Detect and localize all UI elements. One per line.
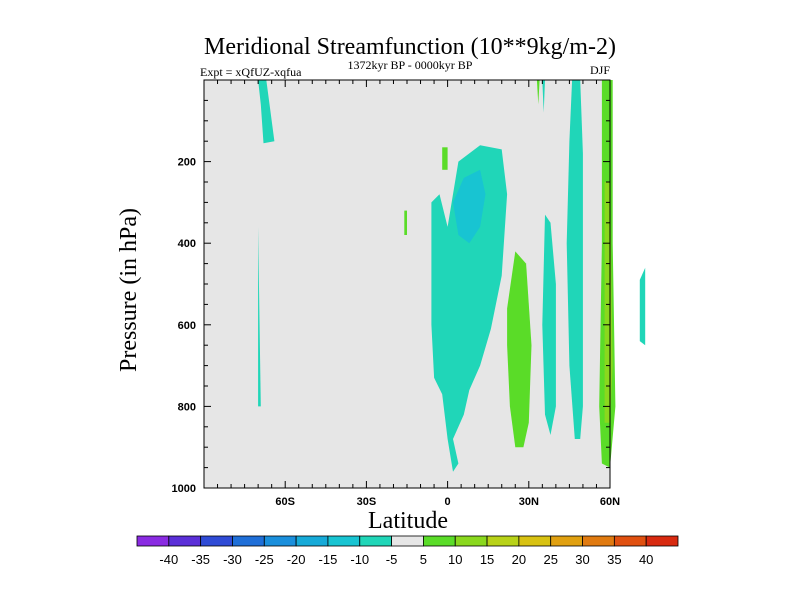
region-small-pos-2 bbox=[404, 210, 407, 235]
x-tick-label: 0 bbox=[445, 496, 451, 508]
colorbar-box bbox=[232, 535, 265, 547]
y-axis: 200 400 600 800 1000 bbox=[172, 99, 610, 495]
subtitle-right: DJF bbox=[590, 63, 610, 77]
colorbar-box bbox=[423, 535, 456, 547]
colorbar-label: -25 bbox=[255, 552, 274, 567]
colorbar-box bbox=[200, 535, 233, 547]
region-tropics-negative bbox=[431, 145, 508, 472]
colorbar-box bbox=[582, 535, 615, 547]
colorbar-box bbox=[645, 535, 679, 547]
colorbar-label: -30 bbox=[223, 552, 242, 567]
colorbar-label: -40 bbox=[159, 552, 178, 567]
subtitle-center: 1372kyr BP - 0000kyr BP bbox=[348, 58, 473, 72]
colorbar-label: 20 bbox=[512, 552, 526, 567]
y-axis-label: Pressure (in hPa) bbox=[116, 208, 142, 372]
region-spike-2 bbox=[536, 80, 540, 105]
y-tick-label: 400 bbox=[178, 238, 196, 250]
colorbar-box bbox=[136, 535, 170, 547]
colorbar-label: -5 bbox=[386, 552, 398, 567]
colorbar-box bbox=[327, 535, 361, 547]
colorbar-box bbox=[359, 535, 392, 547]
y-tick-label: 600 bbox=[178, 320, 196, 332]
x-tick-label: 30S bbox=[357, 496, 377, 508]
colorbar-box bbox=[391, 535, 424, 547]
chart-title: Meridional Streamfunction (10**9kg/m-2) bbox=[204, 34, 616, 60]
plot-background bbox=[204, 80, 610, 488]
region-spike-1 bbox=[542, 80, 545, 113]
colorbar-label: -10 bbox=[350, 552, 369, 567]
x-tick-label: 60S bbox=[275, 496, 295, 508]
region-neg-5-to-10 bbox=[258, 80, 275, 144]
y-tick-label: 800 bbox=[178, 401, 196, 413]
colorbar-label: 15 bbox=[480, 552, 494, 567]
contour-regions bbox=[258, 80, 646, 472]
subtitle-left: Expt = xQfUZ-xqfua bbox=[200, 65, 302, 79]
colorbar-label: 25 bbox=[543, 552, 557, 567]
x-axis-label: Latitude bbox=[368, 508, 448, 534]
colorbar-box bbox=[550, 535, 583, 547]
colorbar-label: -15 bbox=[319, 552, 338, 567]
colorbar-box bbox=[613, 535, 647, 547]
region-nh-midlat-neg-2 bbox=[566, 80, 583, 439]
colorbar-label: 35 bbox=[607, 552, 621, 567]
x-axis: 60S 30S 0 30N 60N bbox=[217, 80, 620, 508]
colorbar-label: -20 bbox=[287, 552, 306, 567]
y-tick-label: 200 bbox=[178, 157, 196, 169]
colorbar-label: 10 bbox=[448, 552, 462, 567]
colorbar: -40 -35 -30 -25 -20 -15 -10 -5 5 10 15 20 25 30 35 40 bbox=[136, 535, 679, 567]
colorbar-label: 5 bbox=[420, 552, 427, 567]
region-tropics-inner bbox=[453, 169, 486, 244]
x-tick-label: 30N bbox=[519, 496, 539, 508]
region-nh-pos bbox=[507, 251, 532, 448]
region-nh-midlat-neg bbox=[542, 214, 556, 435]
region-edge-neg bbox=[639, 267, 646, 346]
colorbar-label: 40 bbox=[639, 552, 653, 567]
colorbar-box bbox=[263, 535, 297, 547]
region-polar-pos-inner bbox=[604, 182, 613, 423]
region-small-pos-1 bbox=[442, 147, 448, 170]
colorbar-label: 30 bbox=[575, 552, 589, 567]
x-tick-label: 60N bbox=[600, 496, 620, 508]
colorbar-box bbox=[454, 535, 488, 547]
colorbar-label: -35 bbox=[191, 552, 210, 567]
colorbar-box bbox=[518, 535, 552, 547]
colorbar-box bbox=[295, 535, 329, 547]
colorbar-box bbox=[168, 535, 202, 547]
region-neg-5-to-10-b bbox=[258, 226, 261, 407]
y-tick-label: 1000 bbox=[172, 483, 196, 495]
colorbar-box bbox=[486, 535, 520, 547]
